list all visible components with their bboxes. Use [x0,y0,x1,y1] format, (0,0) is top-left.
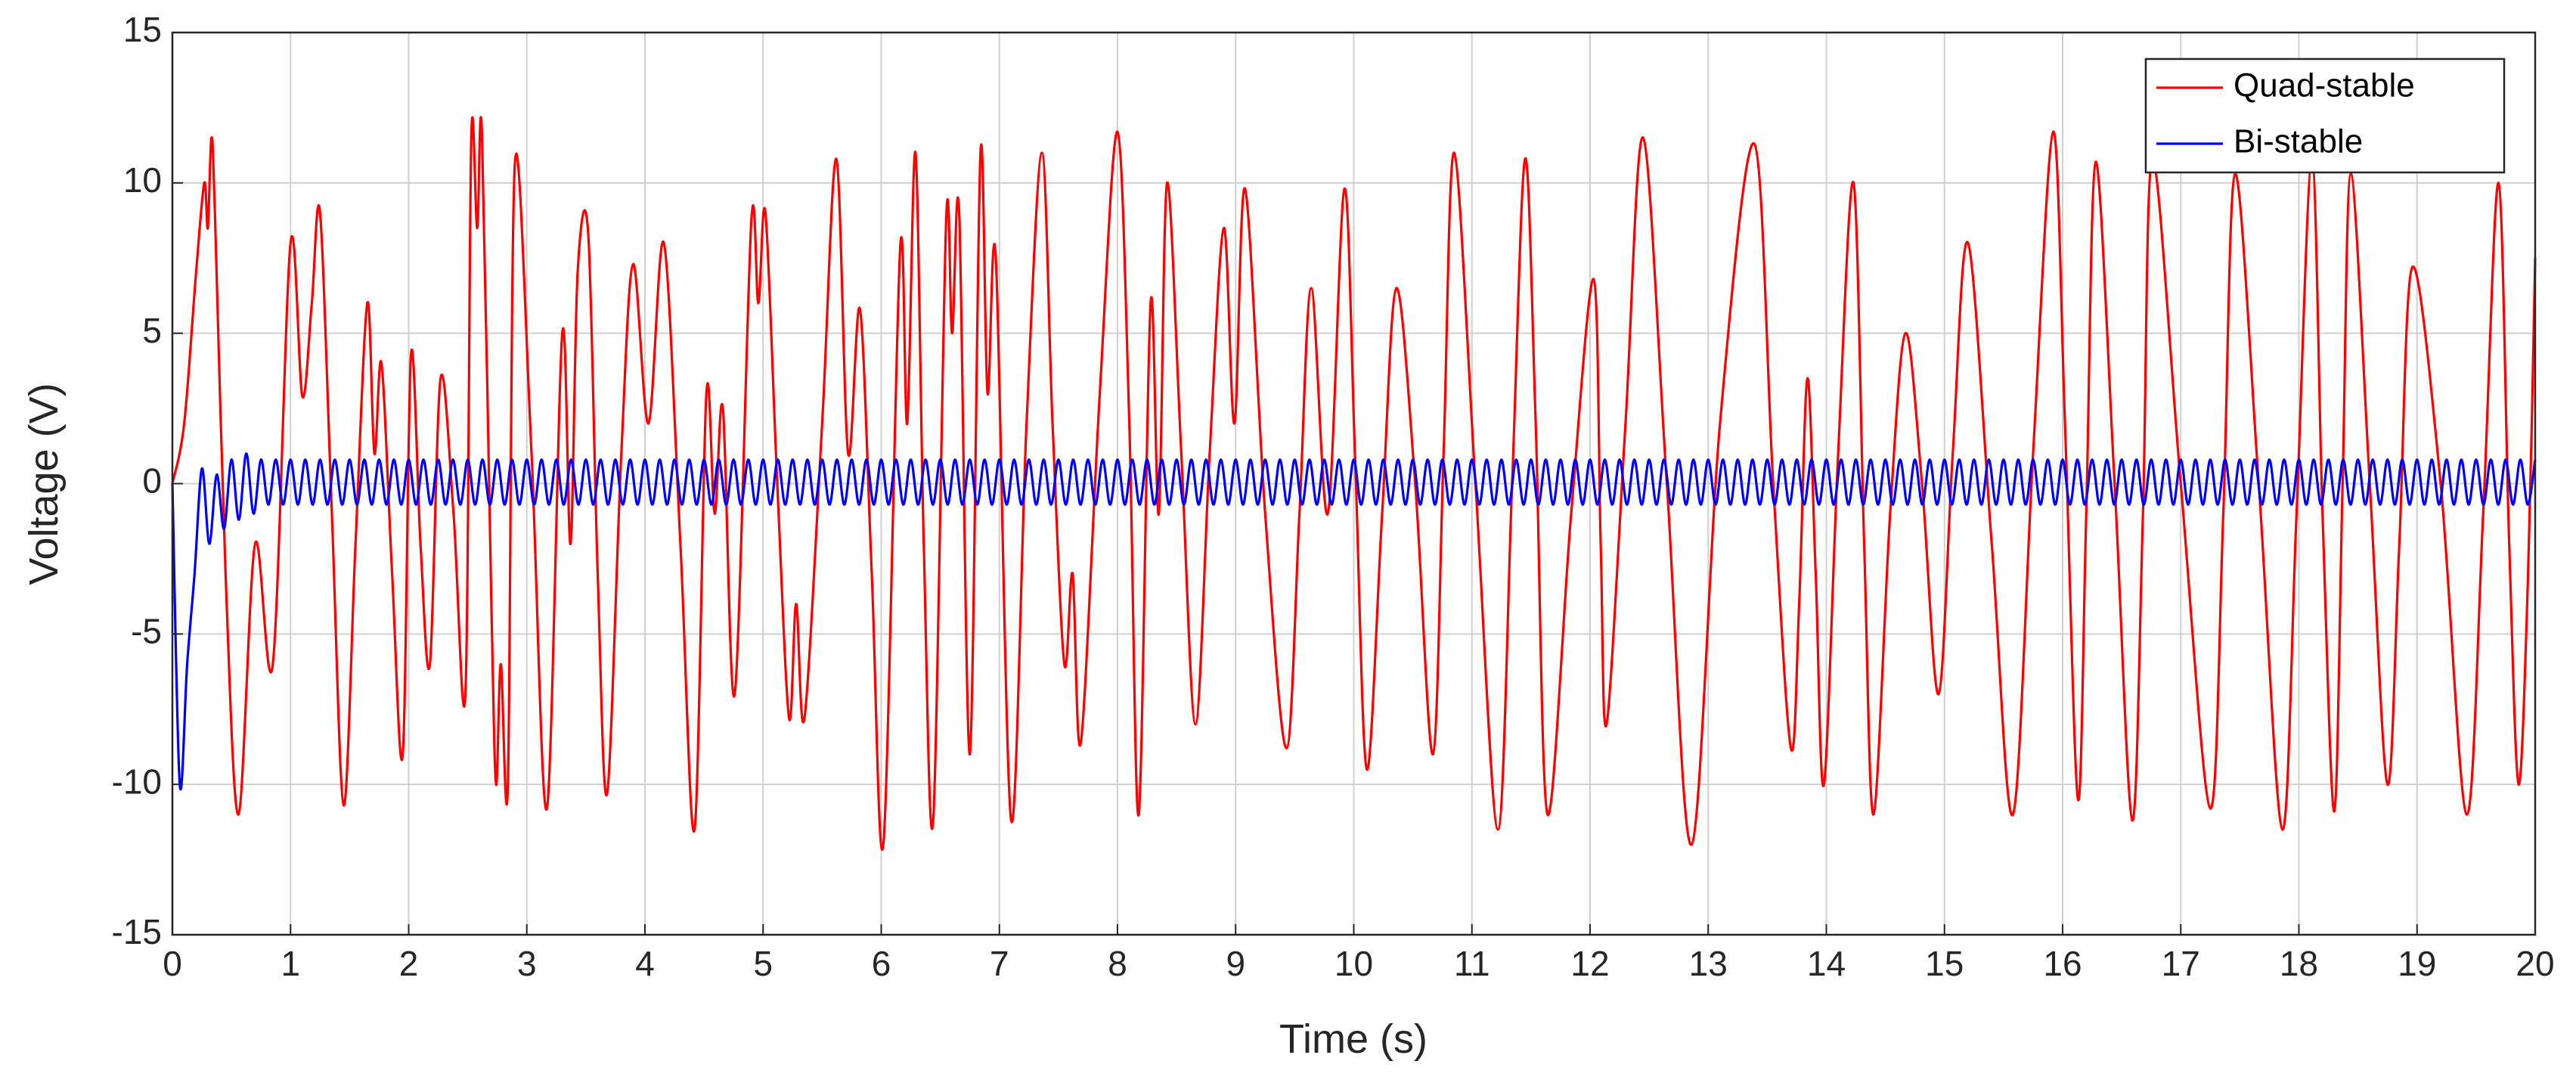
y-tick-label: 0 [142,461,162,501]
y-tick-label: -15 [112,912,162,951]
x-tick-label: 17 [2162,944,2200,983]
x-tick-label: 20 [2516,944,2554,983]
x-tick-label: 1 [281,944,300,983]
legend-label: Bi-stable [2233,123,2363,160]
y-tick-label: 5 [142,311,162,350]
x-tick-label: 10 [1334,944,1373,983]
x-tick-label: 15 [1925,944,1964,983]
x-tick-label: 6 [872,944,891,983]
y-tick-label: 10 [123,160,162,200]
x-tick-label: 14 [1807,944,1846,983]
plot-frame [171,31,2537,936]
x-tick-label: 3 [517,944,537,983]
x-tick-label: 13 [1689,944,1728,983]
legend-label: Quad-stable [2233,67,2415,104]
y-axis-label: Voltage (V) [21,383,67,585]
x-axis-label: Time (s) [1279,1016,1427,1062]
legend: Quad-stable Bi-stable [2144,57,2506,174]
x-tick-label: 9 [1226,944,1245,983]
x-tick-label: 4 [635,944,655,983]
series-line [171,452,2537,791]
x-tick-label: 5 [753,944,773,983]
x-tick-label: 18 [2280,944,2318,983]
x-tick-label: 2 [399,944,419,983]
legend-box [2144,57,2506,174]
x-tick-label: 12 [1570,944,1609,983]
x-tick-label: 7 [990,944,1009,983]
x-tick-label: 16 [2043,944,2082,983]
axes: 0 1 2 3 4 5 6 7 8 9 10 11 12 13 14 15 16 17 18 19 20-15-10-5… [112,10,2555,983]
plot-lines [171,116,2537,851]
x-tick-label: 19 [2398,944,2436,983]
x-tick-label: 11 [1454,944,1490,983]
y-tick-label: 15 [123,10,162,49]
x-tick-label: 8 [1108,944,1127,983]
x-tick-label: 0 [163,944,182,983]
series-line [171,116,2537,851]
y-tick-label: -5 [131,611,162,650]
y-tick-label: -10 [112,762,162,801]
